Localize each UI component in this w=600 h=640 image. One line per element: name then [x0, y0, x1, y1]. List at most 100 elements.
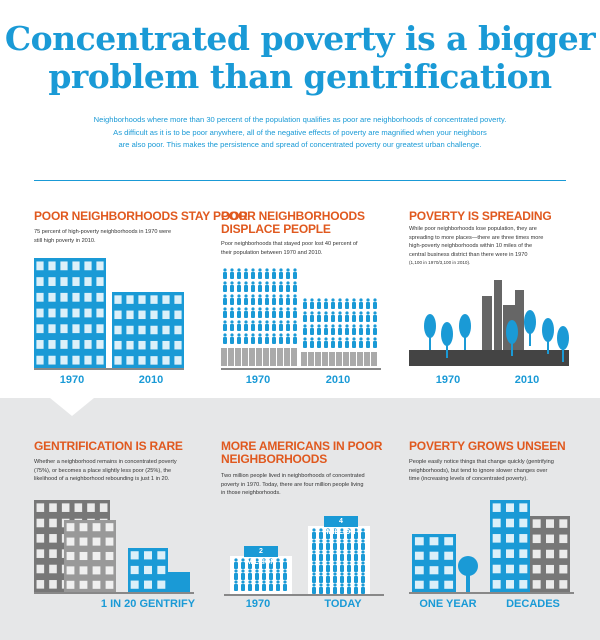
- person-head: [366, 337, 370, 341]
- person-head: [312, 539, 316, 543]
- building-window: [174, 325, 182, 335]
- person-body: [286, 311, 290, 318]
- person-head: [319, 550, 323, 554]
- crowd-gray-block: [350, 352, 356, 366]
- person-body: [338, 328, 342, 335]
- skyline-tower: [515, 290, 524, 350]
- person-body: [310, 328, 314, 335]
- building-window: [66, 566, 75, 575]
- person-head: [345, 324, 349, 328]
- person-body: [333, 554, 337, 561]
- building-window: [519, 564, 528, 574]
- building-window: [157, 565, 166, 575]
- person-head: [312, 550, 316, 554]
- poverty-pin-stem: [562, 348, 564, 362]
- person-body: [265, 272, 269, 279]
- person-body: [248, 562, 252, 569]
- heading-displace-line-1: POOR NEIGHBORHOODS: [221, 209, 365, 223]
- poverty-spreading-illustration: [409, 280, 569, 366]
- building-window: [335, 529, 343, 540]
- person-head: [272, 281, 276, 285]
- person-body: [319, 565, 323, 572]
- heading-americans-line-2: NEIGHBORHOODS: [221, 452, 328, 466]
- person-head: [319, 572, 323, 576]
- person-body: [251, 337, 255, 344]
- person-head: [244, 307, 248, 311]
- person-head: [272, 307, 276, 311]
- text-displace-line-2: their population between 1970 and 2010.: [221, 249, 323, 256]
- person-body: [272, 298, 276, 305]
- person-head: [230, 333, 234, 337]
- person-head: [359, 324, 363, 328]
- person-head: [347, 561, 351, 565]
- person-body: [262, 562, 266, 569]
- building-window: [48, 292, 56, 302]
- building-window: [66, 523, 75, 532]
- person-head: [331, 298, 335, 302]
- gentrification-illustration: [34, 500, 194, 594]
- person-body: [293, 324, 297, 331]
- person-body: [312, 587, 316, 594]
- person-head: [265, 307, 269, 311]
- person-body: [258, 285, 262, 292]
- building-window: [36, 534, 45, 543]
- person-body: [241, 562, 245, 569]
- person-head: [255, 558, 259, 562]
- poverty-pin-stem: [446, 344, 448, 358]
- person-body: [303, 341, 307, 348]
- building-window: [162, 295, 170, 304]
- title-line-1: Concentrated poverty is a bigger: [4, 19, 596, 58]
- person-head: [286, 333, 290, 337]
- person-head: [244, 268, 248, 272]
- building-window: [60, 355, 68, 365]
- building-window: [92, 580, 101, 589]
- building-window: [84, 324, 92, 334]
- crowd-gray-block: [329, 352, 335, 366]
- person-body: [303, 302, 307, 309]
- text-gentrification-line-1: Whether a neighborhood remains in concen…: [34, 459, 177, 465]
- person-body: [317, 302, 321, 309]
- person-head: [234, 569, 238, 573]
- person-head: [347, 528, 351, 532]
- person-body: [333, 543, 337, 550]
- person-body: [347, 587, 351, 594]
- person-head: [340, 561, 344, 565]
- person-body: [244, 324, 248, 331]
- person-body: [251, 272, 255, 279]
- person-head: [244, 281, 248, 285]
- person-body: [258, 324, 262, 331]
- person-body: [279, 285, 283, 292]
- person-body: [359, 302, 363, 309]
- person-head: [265, 281, 269, 285]
- person-head: [251, 281, 255, 285]
- title-line-2: problem than gentrification: [48, 57, 552, 96]
- building-window: [48, 340, 56, 349]
- person-head: [326, 539, 330, 543]
- person-body: [230, 298, 234, 305]
- person-body: [279, 272, 283, 279]
- crowd-gray-block: [284, 348, 290, 366]
- person-body: [255, 584, 259, 591]
- person-head: [237, 281, 241, 285]
- person-body: [352, 341, 356, 348]
- building-window: [49, 534, 57, 543]
- person-body: [272, 272, 276, 279]
- poverty-pin: [542, 318, 554, 342]
- person-head: [223, 294, 227, 298]
- building-window: [162, 356, 170, 365]
- person-head: [347, 539, 351, 543]
- building-decades-a: [490, 500, 530, 592]
- displace-people-illustration: [221, 268, 381, 370]
- text-displace: Poor neighborhoods that stayed poor lost…: [221, 240, 401, 257]
- person-body: [230, 285, 234, 292]
- person-head: [326, 550, 330, 554]
- person-body: [244, 285, 248, 292]
- person-head: [244, 320, 248, 324]
- building-window: [66, 580, 75, 589]
- label-unseen-decades: DECADES: [506, 598, 560, 610]
- person-head: [237, 268, 241, 272]
- building-window: [144, 551, 152, 560]
- person-head: [340, 528, 344, 532]
- person-body: [331, 341, 335, 348]
- person-body: [258, 311, 262, 318]
